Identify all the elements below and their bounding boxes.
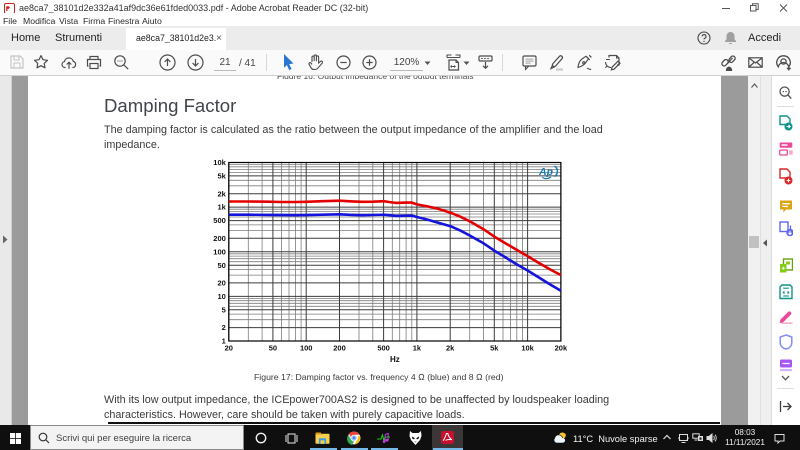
- svg-text:200: 200: [213, 234, 226, 243]
- svg-text:1k: 1k: [413, 344, 422, 353]
- svg-text:Hz: Hz: [390, 355, 400, 364]
- svg-text:20k: 20k: [555, 344, 568, 353]
- svg-text:500: 500: [377, 344, 390, 353]
- svg-text:10: 10: [217, 292, 225, 301]
- svg-text:10k: 10k: [521, 344, 534, 353]
- svg-text:100: 100: [300, 344, 313, 353]
- svg-text:2: 2: [222, 323, 226, 332]
- svg-text:20: 20: [225, 344, 233, 353]
- svg-text:5k: 5k: [217, 172, 226, 181]
- svg-text:5: 5: [222, 305, 226, 314]
- svg-text:50: 50: [217, 261, 225, 270]
- svg-text:50: 50: [269, 344, 277, 353]
- svg-text:1k: 1k: [217, 203, 226, 212]
- svg-text:200: 200: [333, 344, 346, 353]
- svg-text:100: 100: [213, 247, 226, 256]
- svg-text:2k: 2k: [217, 189, 226, 198]
- svg-text:1: 1: [222, 337, 226, 346]
- svg-text:Ap: Ap: [538, 166, 554, 178]
- svg-text:20: 20: [217, 279, 225, 288]
- svg-text:2k: 2k: [446, 344, 455, 353]
- svg-text:5k: 5k: [490, 344, 499, 353]
- svg-text:10k: 10k: [213, 158, 226, 167]
- svg-text:500: 500: [213, 216, 226, 225]
